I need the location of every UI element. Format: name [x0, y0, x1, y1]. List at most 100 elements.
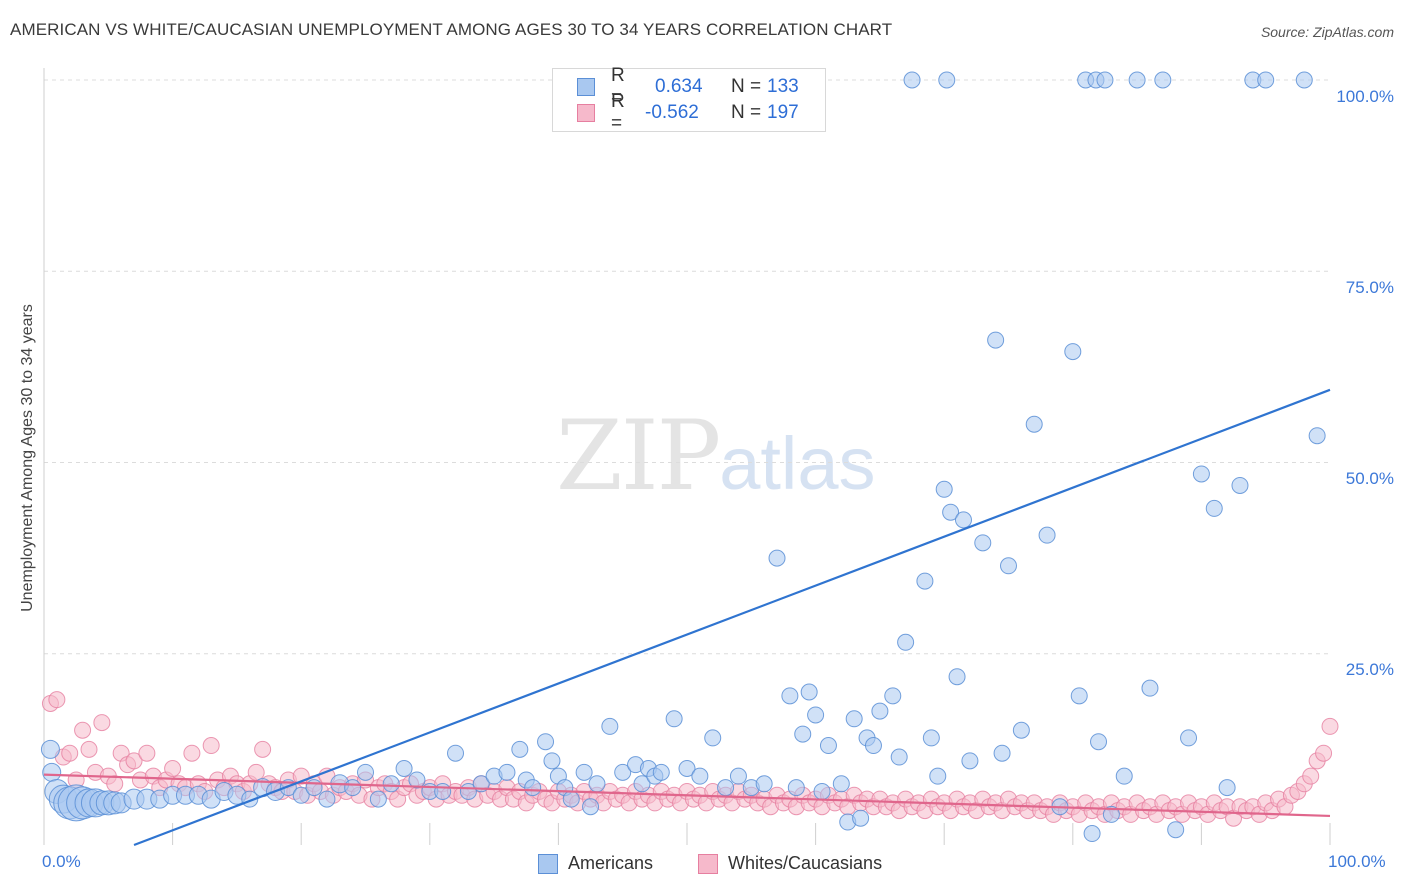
n-label: N = [731, 76, 762, 97]
legend-item-whites[interactable]: Whites/Caucasians [698, 853, 882, 874]
americans-point [344, 779, 362, 797]
americans-point [395, 760, 413, 777]
r-label: R = [611, 91, 625, 134]
americans-point [884, 687, 902, 705]
americans-point [922, 729, 940, 747]
americans-point [40, 739, 60, 759]
americans-point [871, 702, 889, 720]
n-label: N = [731, 102, 762, 123]
whites-point [247, 763, 265, 781]
americans-point [755, 775, 773, 793]
americans-point [1205, 499, 1223, 517]
americans-point [1090, 733, 1108, 751]
stats-row-whites: R = -0.562 N = 197 [553, 91, 799, 134]
americans-point [1083, 825, 1101, 843]
americans-point [948, 668, 966, 686]
x-tick-100: 100.0% [1328, 852, 1386, 871]
whites-legend-swatch [698, 853, 718, 874]
r-value: -0.562 [645, 102, 699, 123]
whites-point [125, 752, 143, 770]
stats-row-americans: R = 0.634 N = 133 [553, 65, 799, 108]
americans-point [292, 786, 310, 804]
whites-point [61, 744, 79, 762]
americans-point [717, 779, 735, 797]
chart-title: AMERICAN VS WHITE/CAUCASIAN UNEMPLOYMENT… [10, 20, 893, 39]
americans-point [935, 480, 953, 498]
americans-point [864, 737, 882, 755]
americans-point [961, 752, 979, 770]
americans-point [813, 782, 831, 800]
americans-point [447, 744, 465, 762]
watermark-zip: ZIP [556, 400, 721, 512]
americans-point [1115, 767, 1133, 785]
americans-point [511, 740, 529, 758]
americans-point [1096, 71, 1114, 89]
americans-point [582, 798, 600, 816]
americans-point [729, 767, 747, 785]
americans-point [1128, 71, 1146, 89]
americans-point [938, 71, 956, 89]
americans-point [691, 767, 709, 785]
americans-point [768, 549, 786, 567]
whites-point [74, 721, 92, 739]
whites-point [1321, 717, 1339, 735]
americans-point [1167, 821, 1185, 839]
americans-point [1308, 427, 1326, 445]
whites-trend-line [43, 773, 1331, 818]
americans-point [498, 763, 516, 781]
n-value: 197 [767, 102, 799, 123]
watermark: ZIPatlas [556, 400, 876, 512]
americans-point [614, 763, 632, 781]
americans-point [1154, 71, 1172, 89]
americans-point [42, 762, 62, 782]
americans-point [369, 790, 387, 808]
americans-point [633, 775, 651, 793]
americans-point [993, 744, 1011, 762]
legend-label-americans: Americans [568, 853, 654, 873]
americans-point [974, 534, 992, 552]
americans-point [794, 725, 812, 743]
americans-point [1295, 71, 1313, 89]
americans-swatch [577, 78, 595, 96]
legend-item-americans[interactable]: Americans [538, 853, 653, 874]
stats-legend: R = 0.634 N = 133 R = -0.562 N = 197 [552, 65, 826, 134]
americans-point [543, 752, 561, 770]
y-tick-100: 100.0% [1336, 87, 1394, 106]
whites-swatch [577, 104, 595, 122]
americans-point [852, 809, 870, 827]
americans-point [1070, 687, 1088, 705]
americans-point [601, 717, 619, 735]
whites-point [138, 744, 156, 762]
americans-point [819, 737, 837, 755]
americans-point [800, 683, 818, 701]
whites-point [202, 737, 220, 755]
americans-trend-line [133, 388, 1331, 847]
americans-point [1257, 71, 1275, 89]
americans-point [1192, 465, 1210, 483]
source-label: Source: ZipAtlas.com [1260, 24, 1394, 40]
americans-point [1025, 415, 1043, 433]
americans-point [954, 511, 972, 529]
americans-point [665, 710, 683, 728]
americans-legend-swatch [538, 853, 558, 874]
series-legend: Americans Whites/Caucasians [0, 852, 1406, 878]
americans-point [434, 782, 452, 800]
americans-point [1218, 779, 1236, 797]
americans-point [575, 763, 593, 781]
watermark-atlas: atlas [719, 422, 876, 505]
x-tick-0: 0.0% [42, 852, 81, 871]
americans-point [678, 760, 696, 777]
n-value: 133 [767, 76, 799, 97]
americans-point [537, 733, 555, 751]
whites-point [1315, 744, 1333, 762]
whites-point [106, 775, 124, 793]
americans-point [916, 572, 934, 590]
americans-point [1064, 343, 1082, 361]
americans-point [1141, 679, 1159, 697]
whites-point [1302, 767, 1320, 785]
americans-point [357, 763, 374, 781]
americans-point [845, 710, 863, 728]
americans-point [1012, 721, 1030, 739]
r-value: 0.634 [655, 76, 703, 97]
